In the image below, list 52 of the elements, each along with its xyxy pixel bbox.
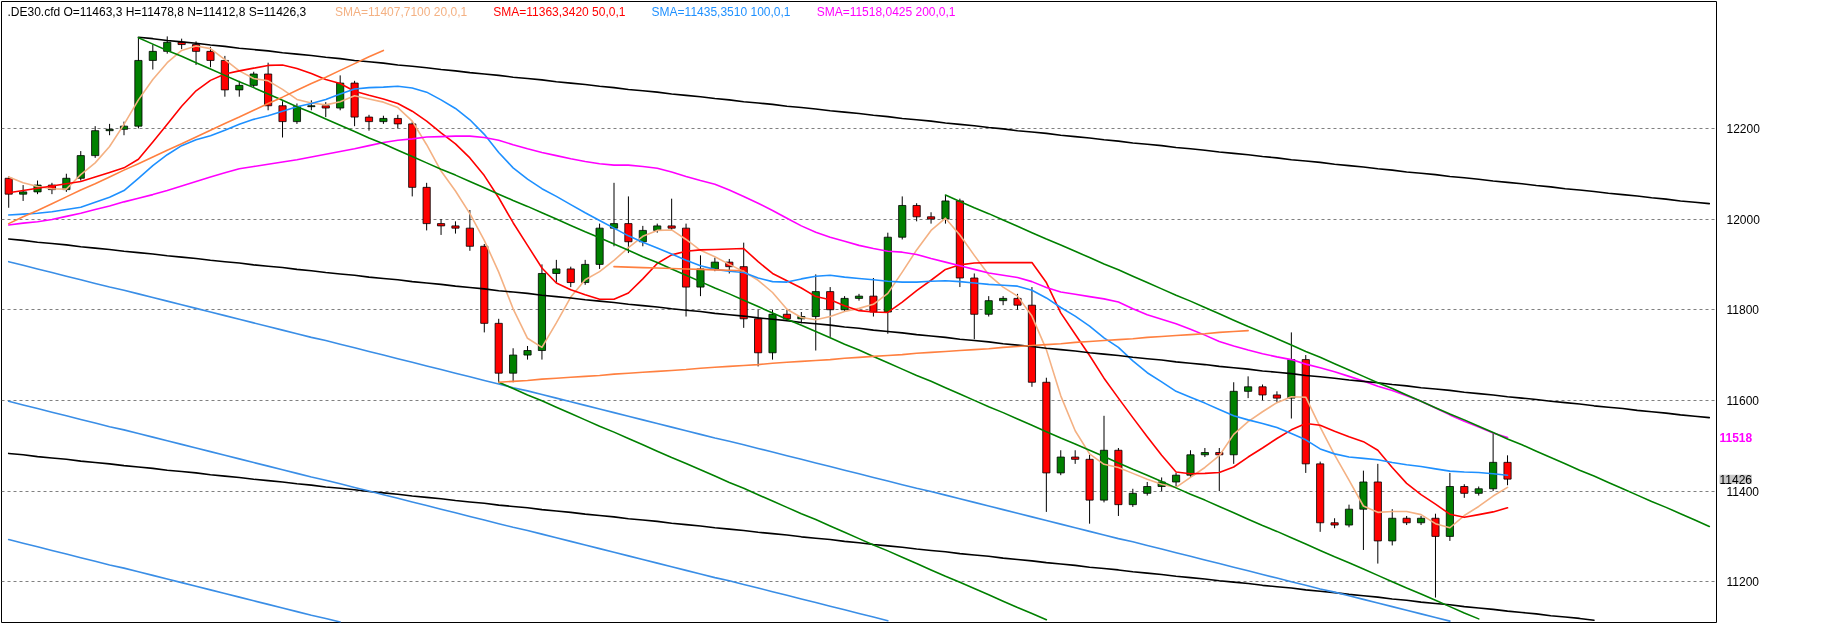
y-tick-label: 11200 [1726, 575, 1760, 590]
candlestick [1128, 488, 1137, 508]
candlestick [365, 114, 373, 132]
line-series [497, 329, 1249, 384]
candlestick [912, 202, 921, 222]
candlestick [1431, 513, 1440, 599]
candlestick [206, 46, 215, 68]
candlestick [566, 266, 575, 288]
candlestick [927, 211, 936, 225]
y-tick-label: 11400 [1726, 484, 1760, 499]
candlestick [148, 44, 157, 70]
candlestick [696, 254, 705, 297]
text: 11518 [1719, 431, 1753, 446]
candlestick [437, 218, 446, 236]
candlestick [624, 195, 633, 254]
candlestick [984, 295, 993, 318]
line-series [7, 400, 889, 622]
line-series [7, 538, 341, 623]
y-tick-label: 11600 [1726, 393, 1760, 408]
candlestick [1272, 390, 1281, 404]
candlestick [465, 209, 474, 252]
candlestick [278, 100, 287, 138]
y-tick-label: 12000 [1726, 212, 1761, 227]
text: SMA=11435,3510 100,0,1 [651, 4, 791, 19]
candlestick [1345, 504, 1353, 528]
candlestick [826, 286, 835, 338]
candlestick [869, 277, 878, 318]
candlestick [76, 150, 85, 182]
text: SMA=11518,0425 200,0,1 [816, 4, 956, 19]
candlestick [552, 259, 561, 284]
candlestick [19, 184, 28, 202]
candlestick [1200, 447, 1209, 458]
line-series [944, 194, 1711, 528]
line-series [7, 260, 1451, 622]
text: SMA=11363,3420 50,0,1 [493, 4, 626, 19]
line-series [7, 49, 385, 225]
candlestick [1056, 449, 1065, 476]
candlestick [999, 295, 1008, 306]
line-series [7, 135, 1509, 439]
text: 11426 [1719, 472, 1752, 487]
candlestick [581, 259, 590, 286]
candlestick [667, 198, 676, 231]
text: SMA=11407,7100 20,0,1 [334, 4, 468, 19]
y-tick-label: 11800 [1726, 303, 1760, 318]
candlestick [1388, 508, 1397, 546]
candlestick [1244, 375, 1253, 399]
candlestick [509, 347, 518, 383]
candlestick [1503, 454, 1512, 486]
y-tick-label: 12200 [1726, 121, 1761, 136]
line-series [497, 381, 1048, 621]
chart-title: .DE30.cfd O=11463,3 H=11478,8 N=11412,8 S=11426,3 [7, 4, 307, 19]
line-series [137, 36, 1480, 620]
